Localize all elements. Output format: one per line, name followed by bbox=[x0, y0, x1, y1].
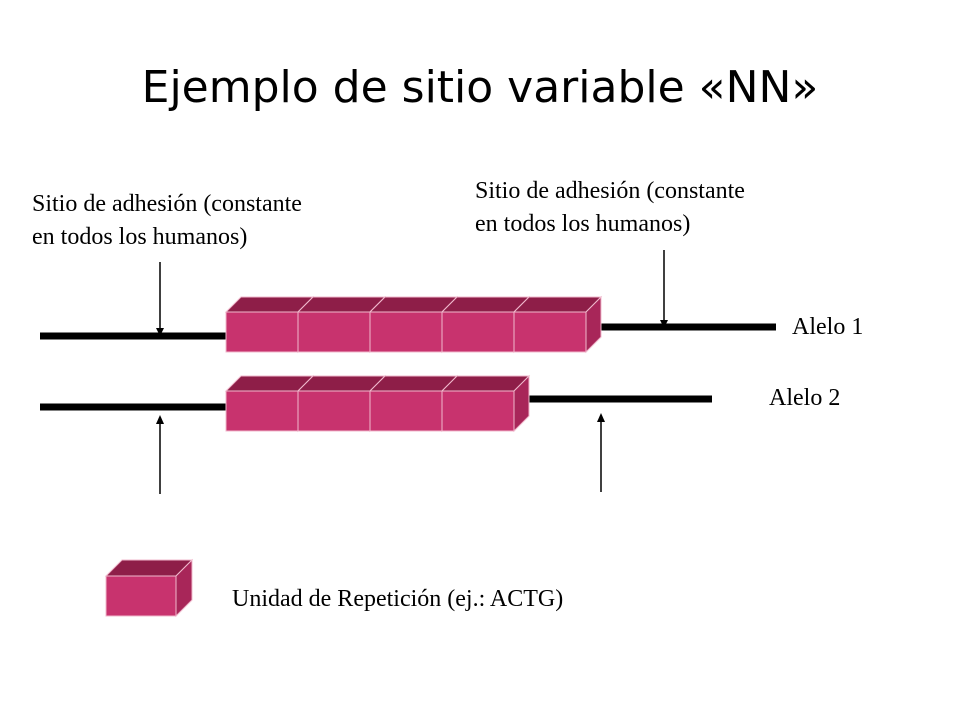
allele-1-repeat-unit-2-front bbox=[297, 311, 371, 353]
right-site-label-line2: en todos los humanos) bbox=[475, 211, 691, 237]
legend-repeat-unit-front bbox=[105, 575, 177, 617]
allele-2-repeat-unit-2-front bbox=[297, 390, 371, 432]
allele-2-repeat-unit-3-front bbox=[369, 390, 443, 432]
allele-2-repeat-blocks bbox=[224, 374, 531, 433]
allele-1-repeat-unit-5 bbox=[512, 295, 603, 354]
allele-1-repeat-unit-3-front bbox=[369, 311, 443, 353]
legend-repeat-unit bbox=[104, 558, 194, 618]
repeat-unit-legend-label: Unidad de Repetición (ej.: ACTG) bbox=[232, 586, 564, 612]
right-attachment-site-label: Sitio de adhesión (constante en todos lo… bbox=[475, 175, 745, 241]
allele-1-repeat-unit-4-front bbox=[441, 311, 515, 353]
left-attachment-site-label: Sitio de adhesión (constante en todos lo… bbox=[32, 188, 302, 254]
allele-1-repeat-unit-5-front bbox=[513, 311, 587, 353]
right-lower-pointer-arrowhead bbox=[597, 413, 605, 422]
allele-1-label: Alelo 1 bbox=[792, 314, 864, 340]
legend-repeat-unit-block bbox=[104, 558, 194, 618]
allele-2-repeat-unit-4 bbox=[440, 374, 531, 433]
left-site-pointer-arrowhead bbox=[156, 328, 164, 336]
slide-title: Ejemplo de sitio variable «NN» bbox=[141, 62, 819, 113]
left-site-label-line2: en todos los humanos) bbox=[32, 224, 248, 250]
allele-2-label: Alelo 2 bbox=[769, 385, 841, 411]
left-lower-pointer-arrowhead bbox=[156, 415, 164, 424]
allele-1-repeat-unit-1-front bbox=[225, 311, 299, 353]
allele-2-repeat-unit-4-front bbox=[441, 390, 515, 432]
right-site-label-line1: Sitio de adhesión (constante bbox=[475, 178, 745, 204]
allele-2-repeat-unit-1-front bbox=[225, 390, 299, 432]
allele-1-repeat-blocks bbox=[224, 295, 603, 354]
left-site-label-line1: Sitio de adhesión (constante bbox=[32, 191, 302, 217]
right-site-pointer-arrowhead bbox=[660, 320, 668, 328]
